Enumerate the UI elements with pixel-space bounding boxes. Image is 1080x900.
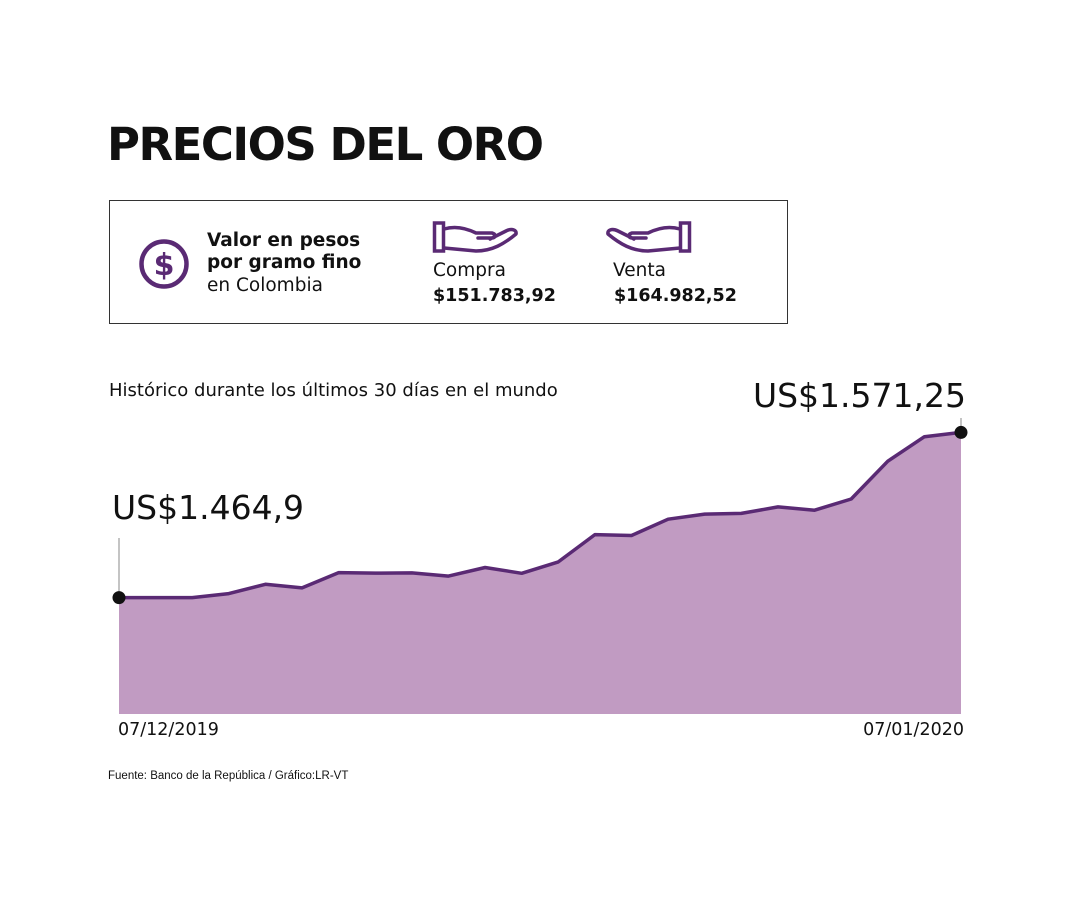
venta-value: $164.982,52 [614,286,737,306]
series-line [119,430,962,600]
hand-compra-icon [432,221,518,253]
end-point-marker [954,425,968,439]
dollar-glyph: $ [154,248,175,283]
source-note: Fuente: Banco de la República / Gráfico:… [108,770,349,782]
dollar-circle-icon: $ [139,239,189,289]
info-label-line1: Valor en pesos [207,230,361,251]
start-value-label: US$1.464,9 [112,488,305,527]
compra-label: Compra [433,260,506,281]
x-tick-label-end: 07/01/2020 [863,720,964,740]
hand-venta-icon [606,221,692,253]
chart-subtitle: Histórico durante los últimos 30 días en… [109,380,558,401]
end-value-label: US$1.571,25 [752,376,966,415]
start-point-marker [112,591,126,605]
info-box [109,200,788,324]
page-title: PRECIOS DEL ORO [107,118,544,171]
dollar-circle-ring [139,239,189,289]
compra-value: $151.783,92 [433,286,556,306]
venta-label: Venta [613,260,666,281]
info-label-line2: por gramo fino [207,252,362,273]
info-label-line3: en Colombia [207,275,323,296]
area-fill [119,432,961,714]
x-tick-label-start: 07/12/2019 [118,720,219,740]
